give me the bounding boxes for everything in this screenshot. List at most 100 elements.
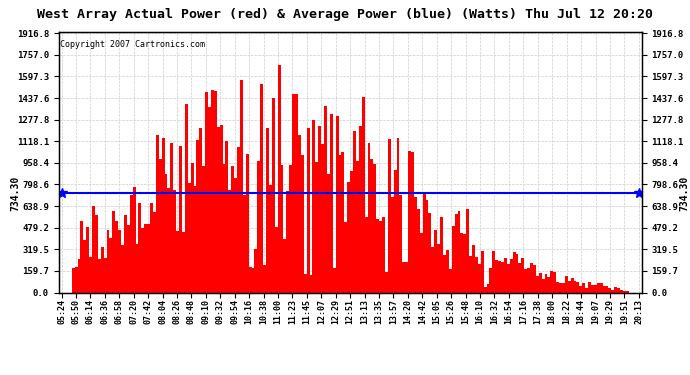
Bar xyxy=(542,279,544,292)
Bar xyxy=(164,174,168,292)
Bar xyxy=(237,147,240,292)
Bar xyxy=(77,259,81,292)
Bar xyxy=(568,281,571,292)
Bar xyxy=(539,273,542,292)
Bar xyxy=(477,264,481,292)
Bar xyxy=(101,247,104,292)
Bar xyxy=(132,187,135,292)
Bar xyxy=(533,266,536,292)
Bar xyxy=(110,238,112,292)
Bar xyxy=(92,206,95,292)
Bar xyxy=(135,244,139,292)
Bar xyxy=(275,227,277,292)
Bar xyxy=(368,143,371,292)
Bar xyxy=(83,240,86,292)
Bar xyxy=(527,268,530,292)
Bar xyxy=(443,255,446,292)
Bar xyxy=(248,267,252,292)
Bar xyxy=(617,288,620,292)
Bar xyxy=(475,257,477,292)
Bar xyxy=(168,188,170,292)
Bar xyxy=(394,170,397,292)
Bar xyxy=(130,195,132,292)
Bar xyxy=(339,156,342,292)
Bar xyxy=(208,107,211,292)
Bar xyxy=(408,151,411,292)
Bar xyxy=(385,272,388,292)
Bar xyxy=(602,286,605,292)
Bar xyxy=(420,233,423,292)
Bar xyxy=(112,211,115,292)
Bar xyxy=(246,154,248,292)
Bar xyxy=(562,283,565,292)
Bar xyxy=(469,256,472,292)
Bar xyxy=(605,286,609,292)
Bar xyxy=(202,166,205,292)
Bar xyxy=(185,104,188,292)
Bar xyxy=(466,209,469,292)
Bar xyxy=(124,215,127,292)
Bar xyxy=(448,269,452,292)
Bar xyxy=(211,90,214,292)
Bar xyxy=(371,159,373,292)
Bar xyxy=(199,128,202,292)
Bar xyxy=(486,284,489,292)
Bar xyxy=(190,164,193,292)
Bar xyxy=(118,230,121,292)
Bar xyxy=(292,94,295,292)
Bar xyxy=(243,195,246,292)
Bar xyxy=(310,275,313,292)
Bar xyxy=(573,280,576,292)
Bar xyxy=(231,166,234,292)
Bar xyxy=(223,164,226,292)
Bar xyxy=(240,80,243,292)
Bar xyxy=(284,239,286,292)
Bar xyxy=(226,141,228,292)
Bar xyxy=(455,214,457,292)
Bar xyxy=(330,114,333,292)
Bar xyxy=(597,283,600,292)
Bar xyxy=(513,252,515,292)
Bar xyxy=(388,140,391,292)
Bar xyxy=(472,245,475,292)
Bar xyxy=(452,226,455,292)
Bar xyxy=(373,164,376,292)
Bar xyxy=(426,200,428,292)
Bar xyxy=(298,135,301,292)
Bar xyxy=(121,245,124,292)
Bar xyxy=(405,262,408,292)
Bar xyxy=(489,268,492,292)
Bar xyxy=(72,268,75,292)
Text: Copyright 2007 Cartronics.com: Copyright 2007 Cartronics.com xyxy=(60,40,205,49)
Bar xyxy=(463,234,466,292)
Bar xyxy=(582,283,585,292)
Bar xyxy=(318,126,321,292)
Bar xyxy=(515,254,518,292)
Bar xyxy=(263,265,266,292)
Bar xyxy=(547,277,551,292)
Bar xyxy=(179,146,182,292)
Bar xyxy=(414,197,417,292)
Bar xyxy=(170,143,173,292)
Bar xyxy=(600,283,602,292)
Bar xyxy=(428,213,431,292)
Bar xyxy=(536,276,539,292)
Bar xyxy=(576,282,580,292)
Bar xyxy=(147,224,150,292)
Bar xyxy=(501,262,504,292)
Bar xyxy=(565,276,568,292)
Bar xyxy=(609,288,611,292)
Bar xyxy=(193,186,197,292)
Bar xyxy=(257,161,260,292)
Bar xyxy=(286,191,289,292)
Bar xyxy=(321,144,324,292)
Bar xyxy=(144,224,147,292)
Bar xyxy=(510,260,513,292)
Bar xyxy=(556,282,559,292)
Bar xyxy=(324,106,327,292)
Bar xyxy=(150,202,153,292)
Bar xyxy=(623,291,626,292)
Bar xyxy=(362,97,365,292)
Bar xyxy=(75,267,77,292)
Bar xyxy=(188,183,190,292)
